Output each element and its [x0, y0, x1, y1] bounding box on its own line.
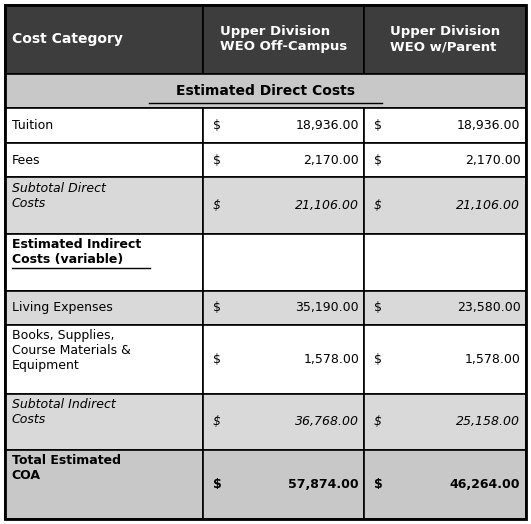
Text: Tuition: Tuition — [12, 119, 53, 132]
Text: Estimated Direct Costs: Estimated Direct Costs — [176, 84, 355, 98]
Text: $: $ — [212, 119, 220, 132]
Text: 21,106.00: 21,106.00 — [456, 199, 520, 212]
Bar — [5, 108, 203, 143]
Text: 23,580.00: 23,580.00 — [457, 301, 520, 314]
Text: 18,936.00: 18,936.00 — [457, 119, 520, 132]
Text: $: $ — [374, 353, 382, 366]
Bar — [364, 108, 526, 143]
Text: 2,170.00: 2,170.00 — [465, 154, 520, 167]
Text: Books, Supplies,
Course Materials &
Equipment: Books, Supplies, Course Materials & Equi… — [12, 330, 131, 373]
Bar — [5, 74, 526, 108]
Bar — [5, 143, 203, 178]
Text: 57,874.00: 57,874.00 — [288, 478, 359, 491]
Text: 18,936.00: 18,936.00 — [296, 119, 359, 132]
Text: 35,190.00: 35,190.00 — [295, 301, 359, 314]
Text: 25,158.00: 25,158.00 — [456, 416, 520, 429]
Bar — [203, 178, 364, 234]
Text: $: $ — [374, 199, 382, 212]
Text: Upper Division
WEO Off-Campus: Upper Division WEO Off-Campus — [220, 26, 347, 53]
Text: Subtotal Indirect
Costs: Subtotal Indirect Costs — [12, 398, 115, 426]
Text: 2,170.00: 2,170.00 — [303, 154, 359, 167]
Text: $: $ — [212, 353, 220, 366]
Text: $: $ — [212, 478, 221, 491]
Bar — [203, 450, 364, 519]
Text: $: $ — [374, 416, 382, 429]
Bar — [5, 291, 203, 325]
Text: 1,578.00: 1,578.00 — [465, 353, 520, 366]
Bar — [5, 450, 203, 519]
Text: Fees: Fees — [12, 154, 40, 167]
Text: $: $ — [212, 154, 220, 167]
Text: $: $ — [374, 478, 383, 491]
Bar — [5, 234, 203, 291]
Bar — [5, 394, 203, 450]
Bar — [203, 234, 364, 291]
Text: $: $ — [374, 154, 382, 167]
Bar — [203, 325, 364, 394]
Bar — [364, 450, 526, 519]
Text: Estimated Indirect
Costs (variable): Estimated Indirect Costs (variable) — [12, 238, 141, 266]
Bar — [203, 394, 364, 450]
Text: Subtotal Direct
Costs: Subtotal Direct Costs — [12, 182, 106, 210]
Text: Upper Division
WEO w/Parent: Upper Division WEO w/Parent — [390, 26, 500, 53]
Bar — [203, 5, 364, 74]
Bar — [203, 108, 364, 143]
Text: $: $ — [212, 199, 220, 212]
Text: 46,264.00: 46,264.00 — [450, 478, 520, 491]
Bar — [364, 394, 526, 450]
Text: $: $ — [212, 301, 220, 314]
Text: 1,578.00: 1,578.00 — [303, 353, 359, 366]
Bar — [364, 234, 526, 291]
Bar — [364, 291, 526, 325]
Text: 36,768.00: 36,768.00 — [295, 416, 359, 429]
Bar — [5, 5, 203, 74]
Bar — [364, 325, 526, 394]
Bar — [364, 5, 526, 74]
Bar — [203, 143, 364, 178]
Text: $: $ — [374, 301, 382, 314]
Text: Living Expenses: Living Expenses — [12, 301, 113, 314]
Bar — [364, 178, 526, 234]
Bar — [5, 178, 203, 234]
Text: $: $ — [212, 416, 220, 429]
Text: Cost Category: Cost Category — [12, 32, 123, 47]
Text: $: $ — [374, 119, 382, 132]
Text: Total Estimated
COA: Total Estimated COA — [12, 454, 121, 483]
Bar — [364, 143, 526, 178]
Bar — [5, 325, 203, 394]
Bar — [203, 291, 364, 325]
Text: 21,106.00: 21,106.00 — [295, 199, 359, 212]
